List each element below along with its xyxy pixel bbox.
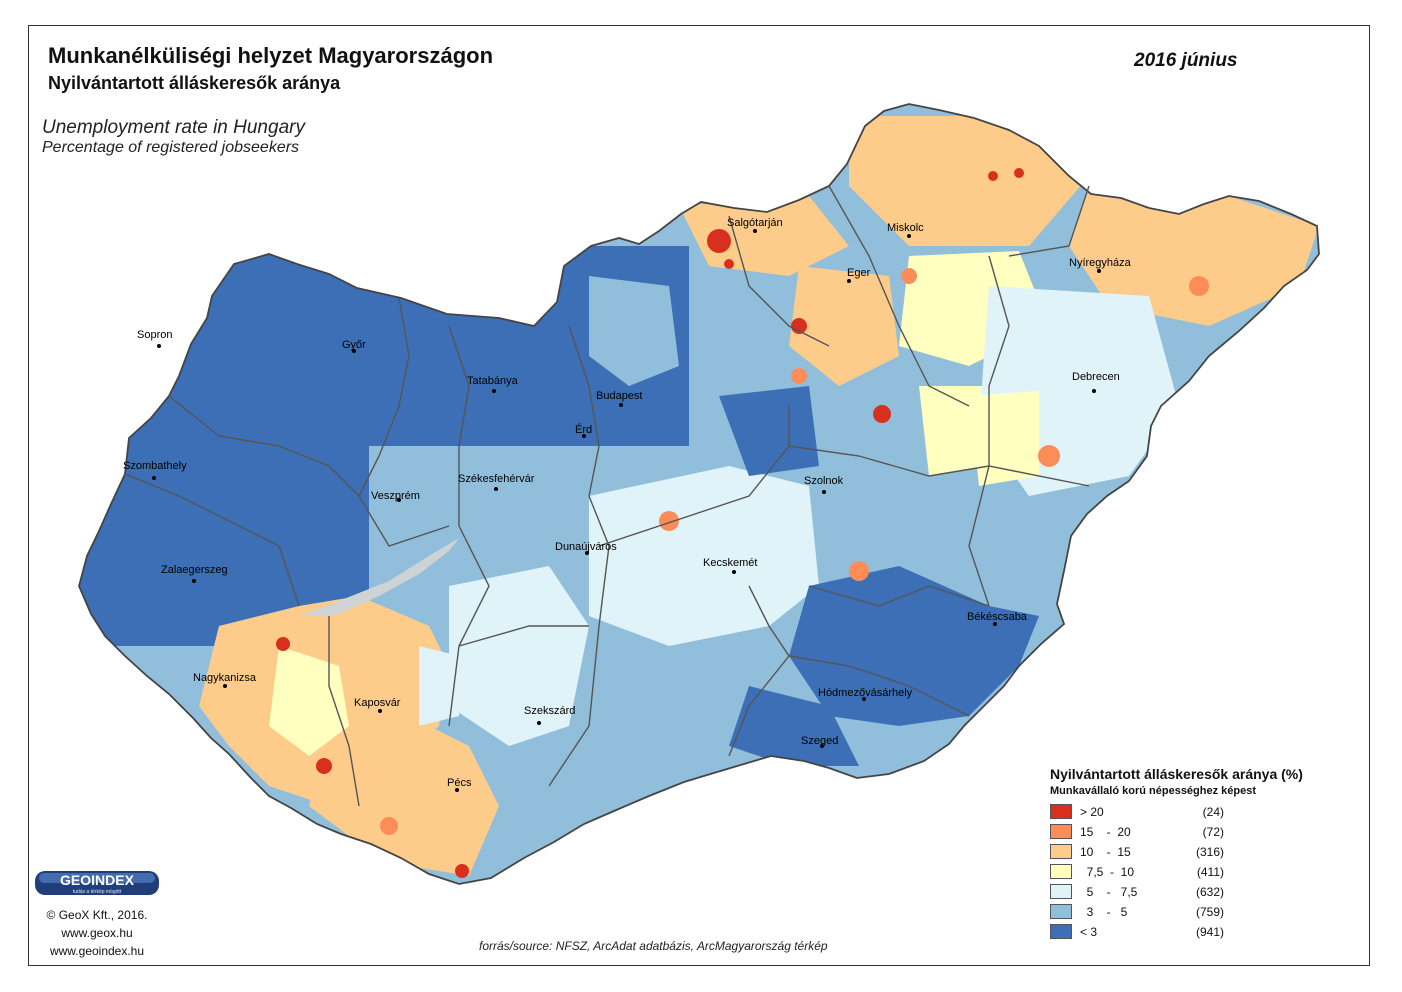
city-nagykanizsa: Nagykanizsa xyxy=(193,672,257,688)
legend-swatch xyxy=(1050,904,1072,919)
city-salgotarjan: Salgótarján xyxy=(727,217,783,233)
city-label: Debrecen xyxy=(1072,371,1120,383)
county-borders xyxy=(78,103,1320,885)
map-subtitle-hu: Nyilvántartott álláskeresők aránya xyxy=(48,73,341,93)
city-dunaujvaros: Dunaújváros xyxy=(555,541,617,555)
city-zalaegerszeg: Zalaegerszeg xyxy=(161,564,228,583)
website-link[interactable]: www.geoindex.hu xyxy=(49,944,145,958)
map-title-hu: Munkanélküliségi helyzet Magyarországon xyxy=(48,43,494,68)
legend-row: < 3 (941) xyxy=(1050,922,1360,942)
legend-row: 15 - 20 (72) xyxy=(1050,822,1360,842)
city-label: Sopron xyxy=(137,329,172,341)
logo-text: GEOINDEX xyxy=(60,872,135,888)
city-label: Kaposvár xyxy=(354,697,401,709)
legend-count: (941) xyxy=(1195,925,1224,939)
city-label: Szekszárd xyxy=(524,705,575,717)
city-label: Szombathely xyxy=(123,460,187,472)
legend-count: (632) xyxy=(1195,885,1224,899)
legend-title: Nyilvántartott álláskeresők aránya (%) xyxy=(1050,766,1303,782)
city-szekszard: Szekszárd xyxy=(524,705,575,725)
city-nyiregyhaza: Nyíregyháza xyxy=(1069,257,1132,273)
city-label: Szeged xyxy=(801,735,838,747)
map-date: 2016 június xyxy=(1134,50,1238,71)
legend-label: 7,5 - 10 xyxy=(1080,865,1135,879)
legend-swatch xyxy=(1050,864,1072,879)
map-subtitle-en: Percentage of registered jobseekers xyxy=(42,139,300,156)
legend-count: (316) xyxy=(1195,845,1224,859)
city-label: Szolnok xyxy=(804,475,844,487)
city-label: Nyíregyháza xyxy=(1069,257,1132,269)
city-erd: Érd xyxy=(575,423,592,438)
map-frame: Salgótarján Miskolc Eger Nyíregyháza Sop… xyxy=(28,25,1370,966)
legend-swatch xyxy=(1050,924,1072,939)
source-note: forrás/source: NFSZ, ArcAdat adatbázis, … xyxy=(479,939,828,953)
city-label: Pécs xyxy=(447,777,472,789)
city-szolnok: Szolnok xyxy=(804,475,844,494)
legend-row: 7,5 - 10 (411) xyxy=(1050,862,1360,882)
city-label: Veszprém xyxy=(371,490,420,502)
city-debrecen: Debrecen xyxy=(1072,371,1120,393)
legend-label: 5 - 7,5 xyxy=(1080,885,1138,899)
city-label: Győr xyxy=(342,339,366,351)
city-label: Hódmezővásárhely xyxy=(818,687,913,699)
city-label: Nagykanizsa xyxy=(193,672,257,684)
legend-swatch xyxy=(1050,884,1072,899)
city-tatabanya: Tatabánya xyxy=(467,375,519,393)
website-link[interactable]: www.geox.hu xyxy=(61,926,133,940)
city-gyor: Győr xyxy=(342,339,366,353)
legend-count: (24) xyxy=(1202,805,1224,819)
legend-row: 5 - 7,5 (632) xyxy=(1050,882,1360,902)
city-label: Békéscsaba xyxy=(967,611,1028,623)
city-szekesfehervar: Székesfehérvár xyxy=(458,473,535,491)
city-label: Tatabánya xyxy=(467,375,519,387)
city-sopron: Sopron xyxy=(137,329,172,348)
city-label: Salgótarján xyxy=(727,217,783,229)
legend-count: (72) xyxy=(1202,825,1224,839)
city-label: Dunaújváros xyxy=(555,541,617,553)
legend-count: (411) xyxy=(1196,865,1224,879)
legend-count: (759) xyxy=(1195,905,1224,919)
map-title-en: Unemployment rate in Hungary xyxy=(42,117,305,138)
legend-label: 15 - 20 xyxy=(1080,825,1131,839)
legend-subtitle: Munkavállaló korú népességhez képest xyxy=(1050,785,1257,797)
legend-row: 10 - 15 (316) xyxy=(1050,842,1360,862)
legend-label: 3 - 5 xyxy=(1080,905,1128,919)
city-label: Zalaegerszeg xyxy=(161,564,228,576)
legend-rows: > 20 (24) 15 - 20 (72) 10 - 15 (316) 7,5 - … xyxy=(1050,802,1360,942)
hungary-map: Salgótarján Miskolc Eger Nyíregyháza Sop… xyxy=(78,103,1320,885)
city-label: Miskolc xyxy=(887,222,924,234)
city-eger: Eger xyxy=(847,267,871,283)
city-hodmezovasarhely: Hódmezővásárhely xyxy=(818,687,913,701)
city-label: Kecskemét xyxy=(703,557,757,569)
legend-label: 10 - 15 xyxy=(1080,845,1131,859)
city-szeged: Szeged xyxy=(801,735,838,748)
legend-swatch xyxy=(1050,804,1072,819)
city-label: Eger xyxy=(847,267,871,279)
legend-swatch xyxy=(1050,844,1072,859)
city-veszprem: Veszprém xyxy=(371,490,420,502)
city-bekescsaba: Békéscsaba xyxy=(967,611,1028,626)
city-budapest: Budapest xyxy=(596,390,642,407)
geoindex-logo: GEOINDEX tudás a térkép mögött xyxy=(35,871,159,895)
legend-row: 3 - 5 (759) xyxy=(1050,902,1360,922)
city-label: Érd xyxy=(575,423,592,436)
city-pecs: Pécs xyxy=(447,777,472,792)
legend: Nyilvántartott álláskeresők aránya (%) M… xyxy=(1050,766,1360,942)
city-label: Budapest xyxy=(596,390,642,402)
credit-block: © GeoX Kft., 2016. www.geox.hu www.geoin… xyxy=(29,906,165,960)
copyright-text: © GeoX Kft., 2016. xyxy=(46,908,148,922)
legend-label: > 20 xyxy=(1080,805,1104,819)
legend-row: > 20 (24) xyxy=(1050,802,1360,822)
legend-swatch xyxy=(1050,824,1072,839)
city-layer: Salgótarján Miskolc Eger Nyíregyháza Sop… xyxy=(123,217,1132,792)
city-label: Székesfehérvár xyxy=(458,473,535,485)
city-miskolc: Miskolc xyxy=(887,222,924,238)
city-kaposvar: Kaposvár xyxy=(354,697,401,713)
legend-label: < 3 xyxy=(1080,925,1098,939)
city-kecskemet: Kecskemét xyxy=(703,557,757,574)
city-szombathely: Szombathely xyxy=(123,460,187,480)
logo-tagline: tudás a térkép mögött xyxy=(73,889,122,895)
